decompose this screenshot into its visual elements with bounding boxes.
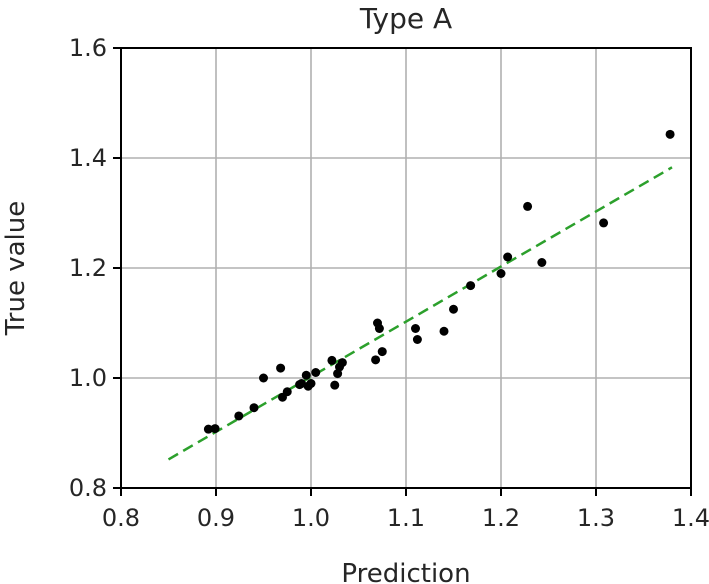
data-point — [449, 304, 458, 314]
y-tick-label: 1.6 — [69, 34, 107, 62]
data-point — [411, 324, 420, 333]
data-point — [203, 424, 213, 434]
data-point — [327, 355, 337, 365]
data-point — [311, 368, 321, 377]
data-point — [330, 380, 340, 390]
data-point — [210, 424, 220, 434]
x-tick-label: 1.0 — [292, 504, 330, 532]
data-point — [337, 358, 347, 368]
x-tick-label: 1.2 — [482, 504, 520, 532]
data-point — [496, 269, 506, 278]
data-point — [665, 129, 675, 139]
data-point — [374, 324, 384, 333]
x-axis-title: Prediction — [341, 559, 470, 584]
y-tick-label: 1.4 — [69, 144, 107, 172]
data-point — [412, 335, 422, 344]
data-point — [234, 411, 244, 421]
data-point — [301, 370, 311, 380]
data-point — [537, 258, 547, 267]
y-axis-ticks: 0.8 1.0 1.2 1.4 1.6 — [69, 34, 121, 502]
data-point — [503, 252, 513, 262]
y-tick-label: 1.0 — [69, 364, 107, 392]
data-point — [377, 347, 387, 357]
data-point — [523, 201, 533, 211]
y-tick-label: 1.2 — [69, 254, 107, 282]
data-point — [599, 218, 609, 228]
points-group — [203, 129, 675, 434]
x-tick-label: 0.9 — [197, 504, 235, 532]
x-tick-label: 1.4 — [672, 504, 709, 532]
data-point — [249, 403, 259, 413]
x-axis-ticks: 0.8 0.9 1.0 1.1 1.2 1.3 1.4 — [102, 488, 709, 532]
x-tick-label: 1.3 — [577, 504, 615, 532]
x-tick-label: 0.8 — [102, 504, 140, 532]
chart-title: Type A — [359, 2, 452, 35]
grid — [120, 47, 692, 489]
y-tick-label: 0.8 — [69, 474, 107, 502]
x-tick-label: 1.1 — [387, 504, 425, 532]
data-point — [466, 281, 476, 291]
fit-line — [167, 166, 673, 461]
data-point — [276, 363, 286, 373]
data-point — [371, 355, 381, 365]
data-point — [259, 373, 268, 383]
y-axis-title: True value — [1, 201, 31, 337]
fit-line-group — [167, 166, 673, 461]
data-point — [282, 387, 292, 397]
data-point — [306, 379, 316, 388]
data-point — [439, 326, 449, 336]
